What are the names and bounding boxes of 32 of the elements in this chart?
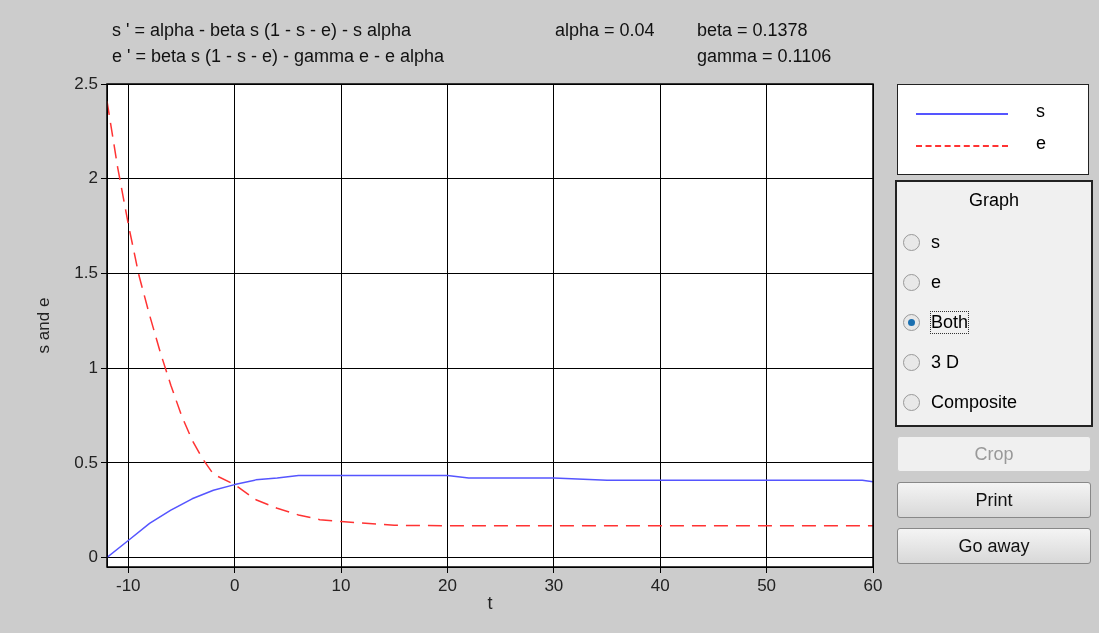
x-tick-label: 10 [331,575,351,595]
x-tick-label: 60 [863,575,883,595]
button: Print [897,482,1091,518]
text: gamma = 0.1106 [697,46,832,67]
y-tick-label: 1 [88,357,98,377]
x-tick-label: -10 [115,575,141,595]
x-tick-label: 30 [544,575,564,595]
x-tick-label: 40 [650,575,670,595]
text: 3 D [931,352,960,373]
y-axis-title: s and e [33,297,53,354]
text: s [931,232,940,253]
y-tick-label: 0.5 [74,452,98,472]
y-tick-label: 2.5 [74,73,98,93]
text: e [931,272,942,293]
text: e [1036,133,1047,154]
button: Go away [897,528,1091,564]
x-tick-label: 50 [757,575,777,595]
text: Graph [968,190,1020,211]
text: Composite [931,392,1018,413]
text: s ' = alpha - beta s (1 - s - e) - s alpha [112,20,412,41]
text: Both [931,312,969,333]
text: beta = 0.1378 [697,20,808,41]
x-tick-label: 0 [229,575,240,595]
x-tick-label: 20 [437,575,457,595]
x-axis-title: t [487,593,493,614]
text: alpha = 0.04 [555,20,655,41]
text: e ' = beta s (1 - s - e) - gamma e - e alpha [112,46,445,67]
y-tick-label: 2 [88,168,98,188]
y-tick-label: 1.5 [74,263,98,283]
button: Crop [897,436,1091,472]
y-tick-label: 0 [88,547,98,567]
text: s [1036,101,1045,122]
